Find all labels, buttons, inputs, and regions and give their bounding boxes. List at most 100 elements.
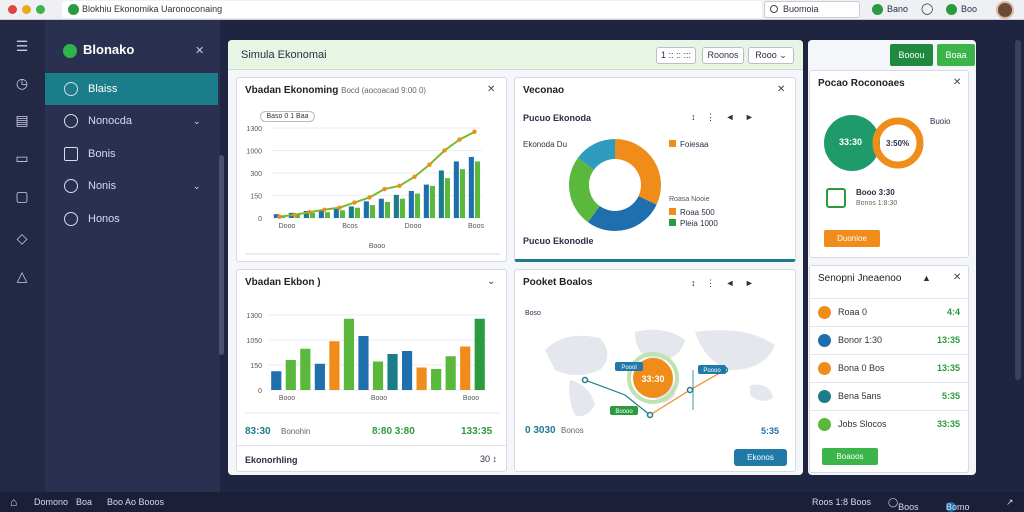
hamburger-icon[interactable]: ☰ (15, 38, 29, 54)
search-box[interactable]: Buomoia (764, 1, 860, 18)
address-text: Blokhiu Ekonomika Uaronoconaing (82, 4, 223, 14)
list-item[interactable]: Jobs Slocos 33:35 (810, 410, 968, 438)
sidebar-item-3[interactable]: Nonis ⌄ (45, 170, 218, 202)
list-item[interactable]: Bona 0 Bos 13:35 (810, 354, 968, 382)
card-toolbar[interactable]: ↕ ⋮ ◄ ► (691, 112, 758, 122)
x-tick-label: Boos (468, 223, 484, 230)
minimize-window-icon[interactable] (22, 5, 31, 14)
map-landmass (545, 335, 608, 375)
donut-subtitle: Pucuo Ekonoda (523, 113, 592, 123)
y-tick-label: 1050 (246, 338, 262, 345)
bar (372, 361, 384, 390)
donut-slice (614, 139, 661, 205)
map-route (584, 379, 651, 416)
map-tag (698, 365, 726, 374)
bar (378, 198, 384, 218)
trend-point (457, 137, 462, 142)
donut-chart (569, 139, 661, 231)
home-icon[interactable]: ⌂ (10, 495, 18, 509)
sidebar-item-2[interactable]: Bonis (45, 138, 218, 170)
chart-icon[interactable]: ▤ (15, 112, 29, 128)
sidebar-item-0[interactable]: Blaiss (45, 73, 218, 105)
chat-icon[interactable]: ▢ (15, 188, 29, 204)
map-landmass (569, 380, 595, 417)
chevron-down-icon: ⌄ (193, 116, 201, 126)
clock-icon[interactable]: ◷ (15, 75, 29, 91)
bar-chart-2: 1300 1050 150 0 Booo Booo Booo (245, 313, 500, 414)
ring-gauges (824, 115, 924, 171)
chevron-down-icon[interactable]: ⌄ (487, 276, 496, 287)
bar (460, 346, 471, 390)
list-dot (818, 362, 831, 375)
page-scrollbar[interactable] (1015, 40, 1021, 380)
dropdown-label: Rooo (755, 50, 777, 60)
user-menu[interactable]: Bano (872, 2, 908, 17)
bar (318, 210, 324, 218)
avatar[interactable] (996, 1, 1014, 19)
close-window-icon[interactable] (8, 5, 17, 14)
card-toolbar[interactable]: ↕ ⋮ ◄ ► (691, 278, 758, 288)
toolbar-button-reports[interactable]: Roonos (702, 47, 744, 64)
map-value: 0 3030 (525, 425, 556, 436)
list-dot (818, 306, 831, 319)
map-action-button[interactable]: Ekonos (734, 449, 787, 466)
footer-counter[interactable]: 30 ↕ (480, 454, 497, 464)
bar (444, 178, 450, 218)
address-bar[interactable]: Blokhiu Ekonomika Uaronoconaing (62, 1, 762, 18)
action-label: Boo (961, 4, 978, 14)
dollar-icon (64, 82, 78, 96)
secondary-button[interactable]: Boaa (937, 44, 975, 66)
map-tag-label: Boooo (615, 409, 633, 415)
maximize-window-icon[interactable] (36, 5, 45, 14)
close-icon[interactable]: ✕ (195, 45, 205, 57)
list-value: 5:35 (941, 391, 960, 401)
status-bar: ⌂ Domono Boa Boo Ao Booos Roos 1:8 Boos … (0, 492, 1024, 512)
primary-button[interactable]: Booou (890, 44, 933, 66)
expand-icon[interactable]: ↗ (1006, 497, 1014, 507)
map-right-value: 5:35 (761, 426, 780, 436)
sidebar-item-4[interactable]: Honos (45, 203, 218, 235)
action-menu[interactable]: Boo (946, 2, 977, 17)
y-tick-label: 300 (250, 171, 262, 178)
settings-icon[interactable]: △ (16, 268, 28, 284)
bar (399, 198, 405, 218)
toolbar-dropdown[interactable]: Rooo ⌄ (748, 47, 794, 64)
list-value: 13:35 (936, 335, 960, 345)
status-right-1[interactable]: ◯ Boos (888, 497, 919, 512)
list-label: Bona 0 Bos (838, 363, 885, 373)
list-label: Roaa 0 (838, 307, 868, 317)
sidebar-item-1[interactable]: Nonocda ⌄ (45, 105, 218, 137)
green-button[interactable]: Boaoos (822, 448, 878, 465)
timer-icon[interactable]: ◯ (921, 3, 934, 15)
bar (333, 208, 339, 218)
map-tag (615, 362, 643, 371)
map-tag-label: Poooo (703, 368, 721, 374)
map-card: Pooket Boalos ↕ ⋮ ◄ ► Boso 33:30 Poool Poo… (514, 269, 796, 472)
card-title: Pocao Roconoaes (818, 78, 905, 89)
tag-icon[interactable]: ◇ (16, 230, 28, 246)
bar (354, 207, 360, 218)
bar (423, 184, 429, 218)
status-right-0: Roos 1:8 Boos (812, 497, 872, 507)
filter-icon[interactable]: ▲ (922, 273, 931, 283)
donut-slice (587, 195, 657, 231)
document-icon[interactable]: ▭ (15, 150, 29, 166)
close-icon[interactable]: ✕ (487, 84, 496, 95)
toolbar-button-view[interactable]: 1 :: :: ::: (656, 47, 696, 64)
close-icon[interactable]: ✕ (777, 84, 786, 95)
legend-item-0: Foiesaa (669, 140, 708, 149)
list-item[interactable]: Bena 5ans 5:35 (810, 382, 968, 410)
list-dot (818, 418, 831, 431)
trend-point (322, 207, 327, 212)
sidebar-item-label: Nonis (88, 180, 117, 192)
close-icon[interactable]: ✕ (953, 272, 962, 283)
bar (285, 360, 296, 390)
sidebar-item-label: Blaiss (88, 83, 118, 95)
list-item[interactable]: Bonor 1:30 13:35 (810, 326, 968, 354)
list-item[interactable]: Roaa 0 4:4 (810, 298, 968, 326)
orange-button[interactable]: Duonioe (824, 230, 880, 247)
sidebar-scrollbar[interactable] (219, 155, 224, 355)
map-point (581, 376, 589, 384)
close-icon[interactable]: ✕ (953, 77, 962, 88)
chart1-title: Vbadan Ekonoming (245, 85, 339, 96)
